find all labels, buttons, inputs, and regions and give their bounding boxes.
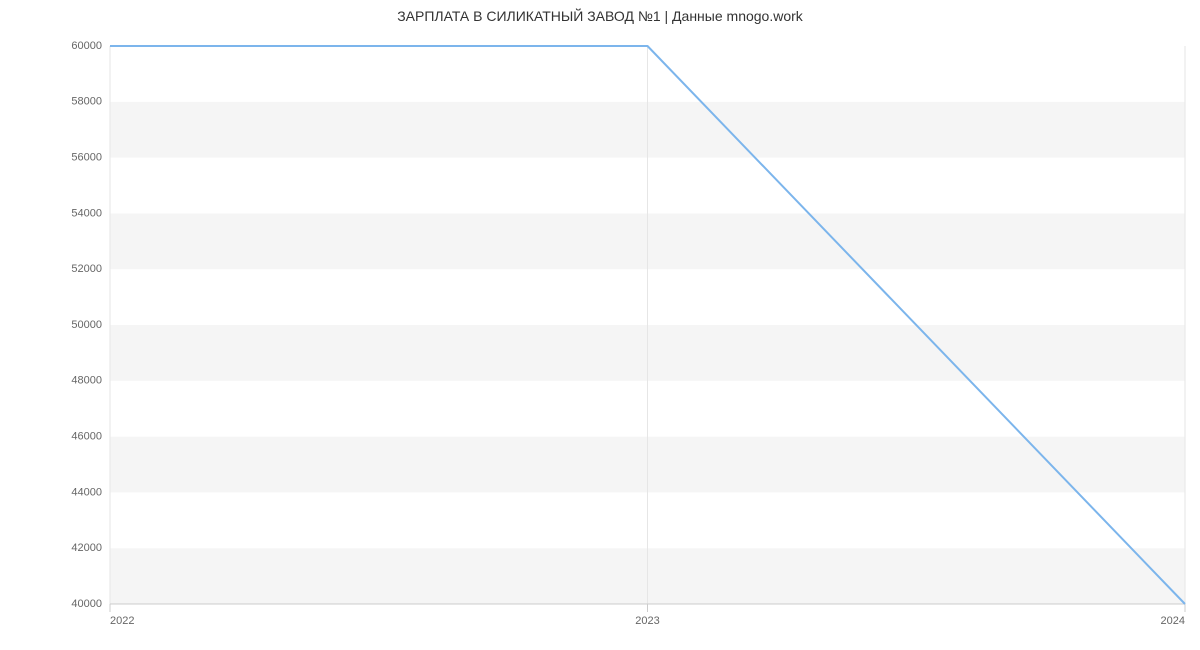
svg-text:52000: 52000 bbox=[71, 263, 102, 275]
svg-text:48000: 48000 bbox=[71, 375, 102, 387]
svg-text:2023: 2023 bbox=[635, 615, 659, 627]
svg-text:2022: 2022 bbox=[110, 615, 134, 627]
svg-text:58000: 58000 bbox=[71, 96, 102, 108]
svg-text:44000: 44000 bbox=[71, 486, 102, 498]
svg-text:40000: 40000 bbox=[71, 598, 102, 610]
chart-title: ЗАРПЛАТА В СИЛИКАТНЫЙ ЗАВОД №1 | Данные … bbox=[0, 8, 1200, 24]
svg-text:54000: 54000 bbox=[71, 207, 102, 219]
salary-line-chart: ЗАРПЛАТА В СИЛИКАТНЫЙ ЗАВОД №1 | Данные … bbox=[0, 0, 1200, 650]
svg-text:56000: 56000 bbox=[71, 152, 102, 164]
svg-text:60000: 60000 bbox=[71, 40, 102, 52]
svg-text:50000: 50000 bbox=[71, 319, 102, 331]
svg-text:2024: 2024 bbox=[1161, 615, 1185, 627]
svg-text:42000: 42000 bbox=[71, 542, 102, 554]
chart-svg: 40000 42000 44000 46000 48000 50000 52000 54000… bbox=[0, 0, 1200, 650]
svg-text:46000: 46000 bbox=[71, 431, 102, 443]
